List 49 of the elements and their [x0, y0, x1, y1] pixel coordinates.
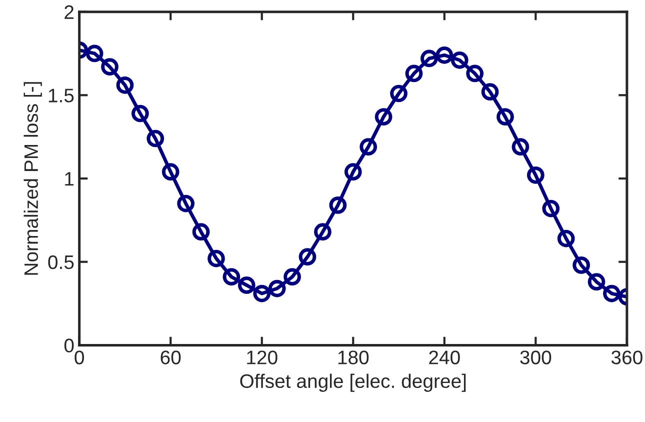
point [390, 84, 408, 102]
point [603, 284, 620, 302]
point [526, 166, 544, 184]
point [572, 256, 590, 274]
point [344, 163, 362, 181]
y-axis-title: Normalized PM loss [-] [24, 82, 42, 275]
y-tick-label: 1 [65, 172, 74, 186]
y-tick-label: 1.5 [48, 88, 74, 102]
x-tick-label: 360 [611, 350, 642, 364]
point [314, 223, 332, 241]
point [405, 64, 423, 82]
point [208, 250, 225, 268]
point [86, 44, 104, 62]
point [557, 230, 575, 248]
x-tick-label: 240 [429, 350, 460, 364]
point [238, 276, 256, 294]
point [329, 196, 347, 214]
point [192, 223, 210, 241]
point [268, 280, 286, 298]
y-tick-label: 2 [64, 5, 74, 19]
point [496, 108, 514, 126]
point [420, 50, 438, 68]
y-tick-label: 0 [64, 338, 74, 352]
point [132, 104, 149, 122]
x-tick-label: 120 [247, 350, 278, 364]
point [360, 138, 378, 156]
x-tick-label: 0 [74, 350, 84, 364]
point [466, 64, 484, 82]
point [146, 130, 164, 148]
point [162, 163, 180, 181]
point [177, 194, 194, 212]
point [101, 58, 118, 76]
point [588, 273, 606, 291]
x-tick-label: 60 [160, 350, 181, 364]
y-tick-label: 0.5 [48, 255, 74, 270]
point [222, 268, 240, 286]
point [284, 268, 301, 286]
x-tick-label: 300 [520, 350, 552, 364]
point [450, 51, 468, 69]
point [374, 108, 392, 126]
point [436, 46, 454, 64]
point [481, 83, 499, 101]
point [116, 76, 134, 94]
x-tick-label: 180 [338, 350, 369, 364]
point [512, 138, 530, 156]
point [542, 200, 560, 218]
x-axis-title: Offset angle [elec. degree] [240, 374, 466, 392]
point [298, 248, 316, 266]
point [253, 284, 271, 302]
